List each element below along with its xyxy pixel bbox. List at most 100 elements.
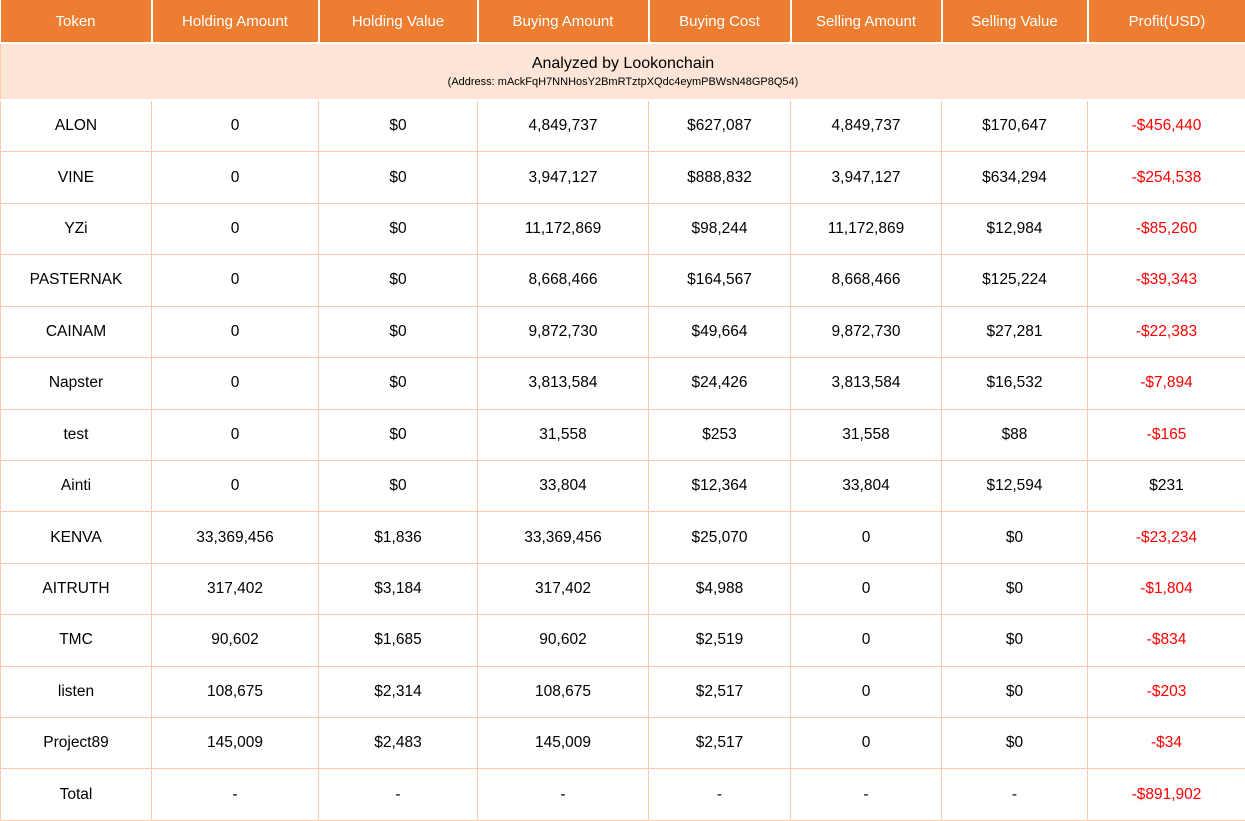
cell-selling-value: $634,294	[941, 151, 1088, 204]
cell-token: ALON	[0, 99, 152, 153]
cell-profit: -$7,894	[1087, 357, 1245, 410]
cell-selling-value: $0	[941, 665, 1088, 719]
cell-token: YZi	[0, 202, 152, 256]
cell-holding-value: $3,184	[318, 562, 478, 616]
analysis-source-title: Analyzed by Lookonchain	[531, 55, 715, 73]
cell-holding-value: $0	[318, 305, 478, 359]
cell-buying-cost: $2,517	[648, 717, 791, 770]
cell-buying-cost: $49,664	[648, 305, 791, 359]
cell-buying-amount: 3,947,127	[477, 151, 649, 204]
cell-holding-amount: 0	[151, 254, 319, 307]
cell-holding-amount: 0	[151, 408, 319, 461]
cell-buying-cost: $24,426	[648, 357, 791, 410]
table-row: Total - - - - - - -$891,902	[0, 768, 1245, 821]
cell-buying-cost: $164,567	[648, 254, 791, 307]
cell-holding-amount: 108,675	[151, 665, 319, 719]
cell-holding-amount: 0	[151, 202, 319, 256]
cell-buying-cost: $4,988	[648, 562, 791, 616]
analysis-banner-cell: Analyzed by Lookonchain (Address: mAckFq…	[0, 42, 1245, 102]
cell-holding-amount: 0	[151, 357, 319, 410]
cell-holding-value: $0	[318, 357, 478, 410]
table-row: ALON 0 $0 4,849,737 $627,087 4,849,737 $170,64…	[0, 99, 1245, 153]
cell-buying-amount: 108,675	[477, 665, 649, 719]
cell-token: TMC	[0, 614, 152, 667]
cell-holding-amount: 145,009	[151, 717, 319, 770]
cell-selling-value: $0	[941, 562, 1088, 616]
cell-selling-value: -	[941, 768, 1088, 821]
cell-selling-value: $16,532	[941, 357, 1088, 410]
table-row: Napster 0 $0 3,813,584 $24,426 3,813,584 $16,5…	[0, 357, 1245, 410]
cell-holding-value: $1,836	[318, 511, 478, 564]
cell-buying-cost: $888,832	[648, 151, 791, 204]
cell-selling-amount: 3,813,584	[790, 357, 942, 410]
cell-profit: -$23,234	[1087, 511, 1245, 564]
cell-buying-cost: $12,364	[648, 459, 791, 513]
cell-selling-value: $88	[941, 408, 1088, 461]
cell-token: test	[0, 408, 152, 461]
cell-buying-amount: 9,872,730	[477, 305, 649, 359]
cell-profit: -$1,804	[1087, 562, 1245, 616]
cell-selling-value: $125,224	[941, 254, 1088, 307]
cell-selling-amount: 8,668,466	[790, 254, 942, 307]
header-row: Token Holding Amount Holding Value Buyin…	[0, 0, 1245, 44]
table-row: YZi 0 $0 11,172,869 $98,244 11,172,869 $12,984…	[0, 202, 1245, 256]
cell-profit: -$22,383	[1087, 305, 1245, 359]
cell-profit: -$85,260	[1087, 202, 1245, 256]
cell-token: Project89	[0, 717, 152, 770]
table-row: Ainti 0 $0 33,804 $12,364 33,804 $12,594 $231	[0, 459, 1245, 513]
cell-profit: -$834	[1087, 614, 1245, 667]
column-header-selling-value: Selling Value	[941, 0, 1089, 44]
cell-token: KENVA	[0, 511, 152, 564]
cell-selling-amount: 0	[790, 717, 942, 770]
cell-selling-value: $12,984	[941, 202, 1088, 256]
table-body: Analyzed by Lookonchain (Address: mAckFq…	[0, 42, 1245, 821]
cell-token: Napster	[0, 357, 152, 410]
cell-selling-amount: 0	[790, 614, 942, 667]
cell-holding-value: $0	[318, 202, 478, 256]
cell-token: PASTERNAK	[0, 254, 152, 307]
cell-token: listen	[0, 665, 152, 719]
cell-selling-amount: 11,172,869	[790, 202, 942, 256]
table-row: PASTERNAK 0 $0 8,668,466 $164,567 8,668,466 $1…	[0, 254, 1245, 307]
cell-buying-cost: $98,244	[648, 202, 791, 256]
cell-holding-amount: 33,369,456	[151, 511, 319, 564]
cell-holding-value: $1,685	[318, 614, 478, 667]
cell-profit: -$39,343	[1087, 254, 1245, 307]
cell-profit: -$203	[1087, 665, 1245, 719]
cell-buying-amount: 33,369,456	[477, 511, 649, 564]
cell-profit: -$254,538	[1087, 151, 1245, 204]
cell-buying-amount: 145,009	[477, 717, 649, 770]
cell-buying-cost: $2,519	[648, 614, 791, 667]
cell-token: VINE	[0, 151, 152, 204]
cell-selling-amount: 4,849,737	[790, 99, 942, 153]
cell-profit: -$456,440	[1087, 99, 1245, 153]
cell-selling-amount: 0	[790, 511, 942, 564]
cell-holding-value: $2,483	[318, 717, 478, 770]
cell-holding-value: $0	[318, 151, 478, 204]
table-row: TMC 90,602 $1,685 90,602 $2,519 0 $0 -$834	[0, 614, 1245, 667]
column-header-token: Token	[0, 0, 153, 44]
cell-selling-amount: 3,947,127	[790, 151, 942, 204]
cell-holding-amount: 317,402	[151, 562, 319, 616]
column-header-buying-amount: Buying Amount	[477, 0, 650, 44]
cell-buying-cost: $2,517	[648, 665, 791, 719]
cell-buying-amount: 11,172,869	[477, 202, 649, 256]
column-header-buying-cost: Buying Cost	[648, 0, 792, 44]
cell-holding-value: $0	[318, 408, 478, 461]
cell-buying-cost: -	[648, 768, 791, 821]
table-row: Project89 145,009 $2,483 145,009 $2,517 0 $0 -$…	[0, 717, 1245, 770]
cell-holding-value: $0	[318, 99, 478, 153]
cell-holding-value: $0	[318, 254, 478, 307]
table-row: VINE 0 $0 3,947,127 $888,832 3,947,127 $634,29…	[0, 151, 1245, 204]
column-header-selling-amount: Selling Amount	[790, 0, 943, 44]
wallet-address: (Address: mAckFqH7NNHosY2BmRTztpXQdc4eym…	[447, 76, 799, 89]
cell-holding-value: $0	[318, 459, 478, 513]
table-row: test 0 $0 31,558 $253 31,558 $88 -$165	[0, 408, 1245, 461]
cell-token: Total	[0, 768, 152, 821]
cell-holding-amount: 0	[151, 151, 319, 204]
table-row: KENVA 33,369,456 $1,836 33,369,456 $25,070 0 $…	[0, 511, 1245, 564]
column-header-profit-usd: Profit(USD)	[1087, 0, 1245, 44]
cell-buying-amount: -	[477, 768, 649, 821]
analysis-banner-row: Analyzed by Lookonchain (Address: mAckFq…	[0, 42, 1245, 102]
